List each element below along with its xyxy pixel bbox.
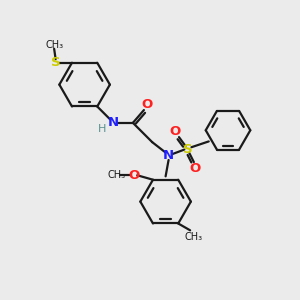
- Text: O: O: [141, 98, 152, 111]
- Text: N: N: [163, 149, 174, 162]
- Text: CH₃: CH₃: [184, 232, 202, 242]
- Text: O: O: [128, 169, 139, 182]
- Text: H: H: [98, 124, 106, 134]
- Text: O: O: [190, 162, 201, 175]
- Text: CH₃: CH₃: [45, 40, 63, 50]
- Text: CH₃: CH₃: [108, 170, 126, 180]
- Text: N: N: [108, 116, 119, 129]
- Text: S: S: [183, 143, 193, 156]
- Text: O: O: [169, 125, 180, 138]
- Text: S: S: [51, 56, 60, 69]
